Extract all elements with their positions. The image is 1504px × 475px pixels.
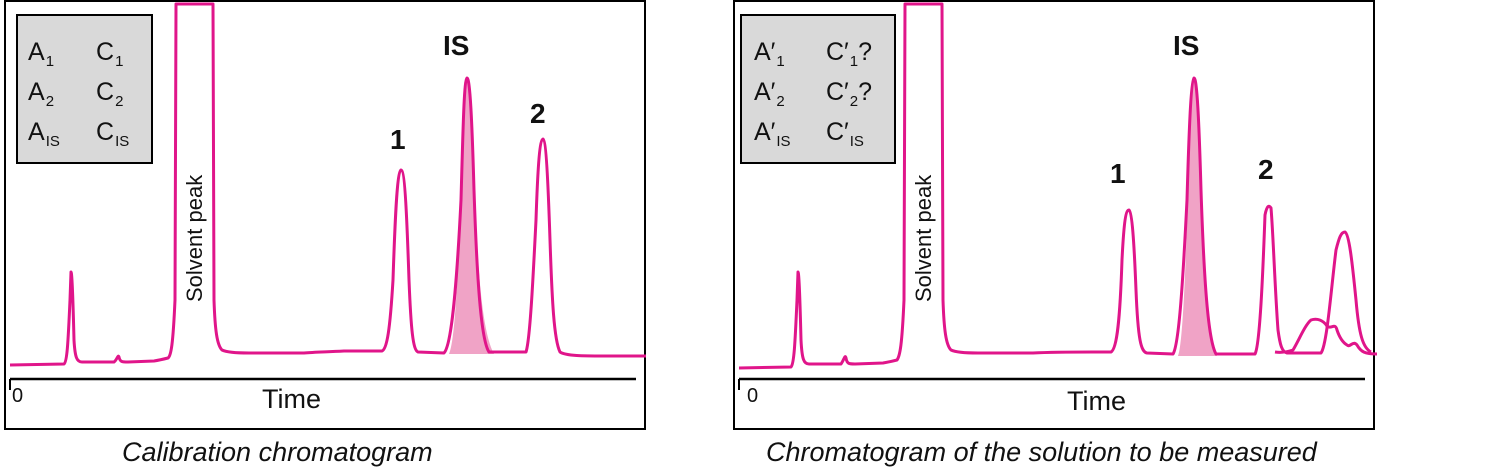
legend-area-symbol: A — [28, 78, 45, 106]
chart-frame — [733, 0, 1375, 430]
legend-row: AIS CIS — [28, 118, 129, 150]
legend-unknown-mark: ? — [858, 78, 872, 106]
legend-area-symbol: A — [28, 118, 45, 146]
peak-2-label: 2 — [1258, 154, 1274, 185]
legend-unknown-mark: ? — [858, 38, 872, 66]
chromatogram-plot — [738, 2, 1378, 390]
legend-subscript: IS — [45, 133, 60, 150]
legend-box: A′1 C′1? A′2 C′2? A′IS C′IS — [740, 14, 896, 164]
legend-conc-symbol: C — [96, 78, 115, 106]
time-axis-label: Time — [262, 384, 321, 414]
is-peak-fill — [449, 80, 494, 354]
legend-row: A1 C1 — [28, 38, 123, 70]
legend-subscript: 2 — [849, 93, 859, 110]
legend-conc-symbol: C′ — [826, 78, 849, 106]
chromatogram-trace — [9, 2, 646, 367]
caption-sample: Chromatogram of the solution to be measu… — [766, 437, 1317, 467]
legend-subscript: 2 — [45, 93, 55, 110]
legend-box: A1 C1 A2 C2 AIS CIS — [16, 14, 153, 164]
legend-conc-symbol: C — [96, 118, 115, 146]
legend-subscript: 2 — [115, 93, 124, 110]
legend-row: A′IS C′IS — [754, 118, 864, 150]
legend-subscript: IS — [849, 133, 864, 150]
legend-subscript: 2 — [776, 93, 785, 110]
peak-1-label: 1 — [1110, 158, 1126, 189]
chromatogram-trace-tail — [1274, 317, 1378, 356]
legend-subscript: 1 — [776, 53, 785, 70]
caption-calibration: Calibration chromatogram — [122, 437, 433, 467]
legend-area-symbol: A′ — [754, 38, 776, 66]
legend-conc-symbol: C — [96, 38, 115, 66]
legend-area-symbol: A — [28, 38, 45, 66]
legend-subscript: 1 — [45, 53, 55, 70]
legend-conc-symbol: C′ — [826, 118, 849, 146]
legend-area-symbol: A′ — [754, 118, 776, 146]
legend-subscript: IS — [115, 133, 130, 150]
solvent-peak-label: Solvent peak — [182, 174, 207, 302]
calibration-panel: A1 C1 A2 C2 AIS CIS Solvent peak 1 IS 2 0 T… — [4, 0, 646, 430]
sample-panel: A′1 C′1? A′2 C′2? A′IS C′IS Solvent peak 1 … — [733, 0, 1378, 430]
peak-2-label: 2 — [530, 98, 546, 129]
chromatogram-trace — [738, 2, 1372, 370]
chromatogram-plot — [9, 2, 646, 390]
axis-origin-label: 0 — [747, 385, 759, 407]
time-axis-label: Time — [1067, 386, 1126, 416]
legend-row: A2 C2 — [28, 78, 123, 110]
legend-subscript: 1 — [115, 53, 124, 70]
peak-is-label: IS — [443, 30, 470, 61]
legend-subscript: 1 — [849, 53, 859, 70]
legend-area-symbol: A′ — [754, 78, 776, 106]
legend-row: A′2 C′2? — [754, 78, 872, 110]
legend-subscript: IS — [776, 133, 791, 150]
solvent-peak-label: Solvent peak — [911, 174, 936, 302]
peak-is-label: IS — [1173, 30, 1200, 61]
legend-conc-symbol: C′ — [826, 38, 849, 66]
is-peak-fill — [1178, 80, 1217, 356]
peak-1-label: 1 — [390, 124, 406, 155]
axis-origin-label: 0 — [12, 385, 24, 407]
legend-row: A′1 C′1? — [754, 38, 872, 70]
